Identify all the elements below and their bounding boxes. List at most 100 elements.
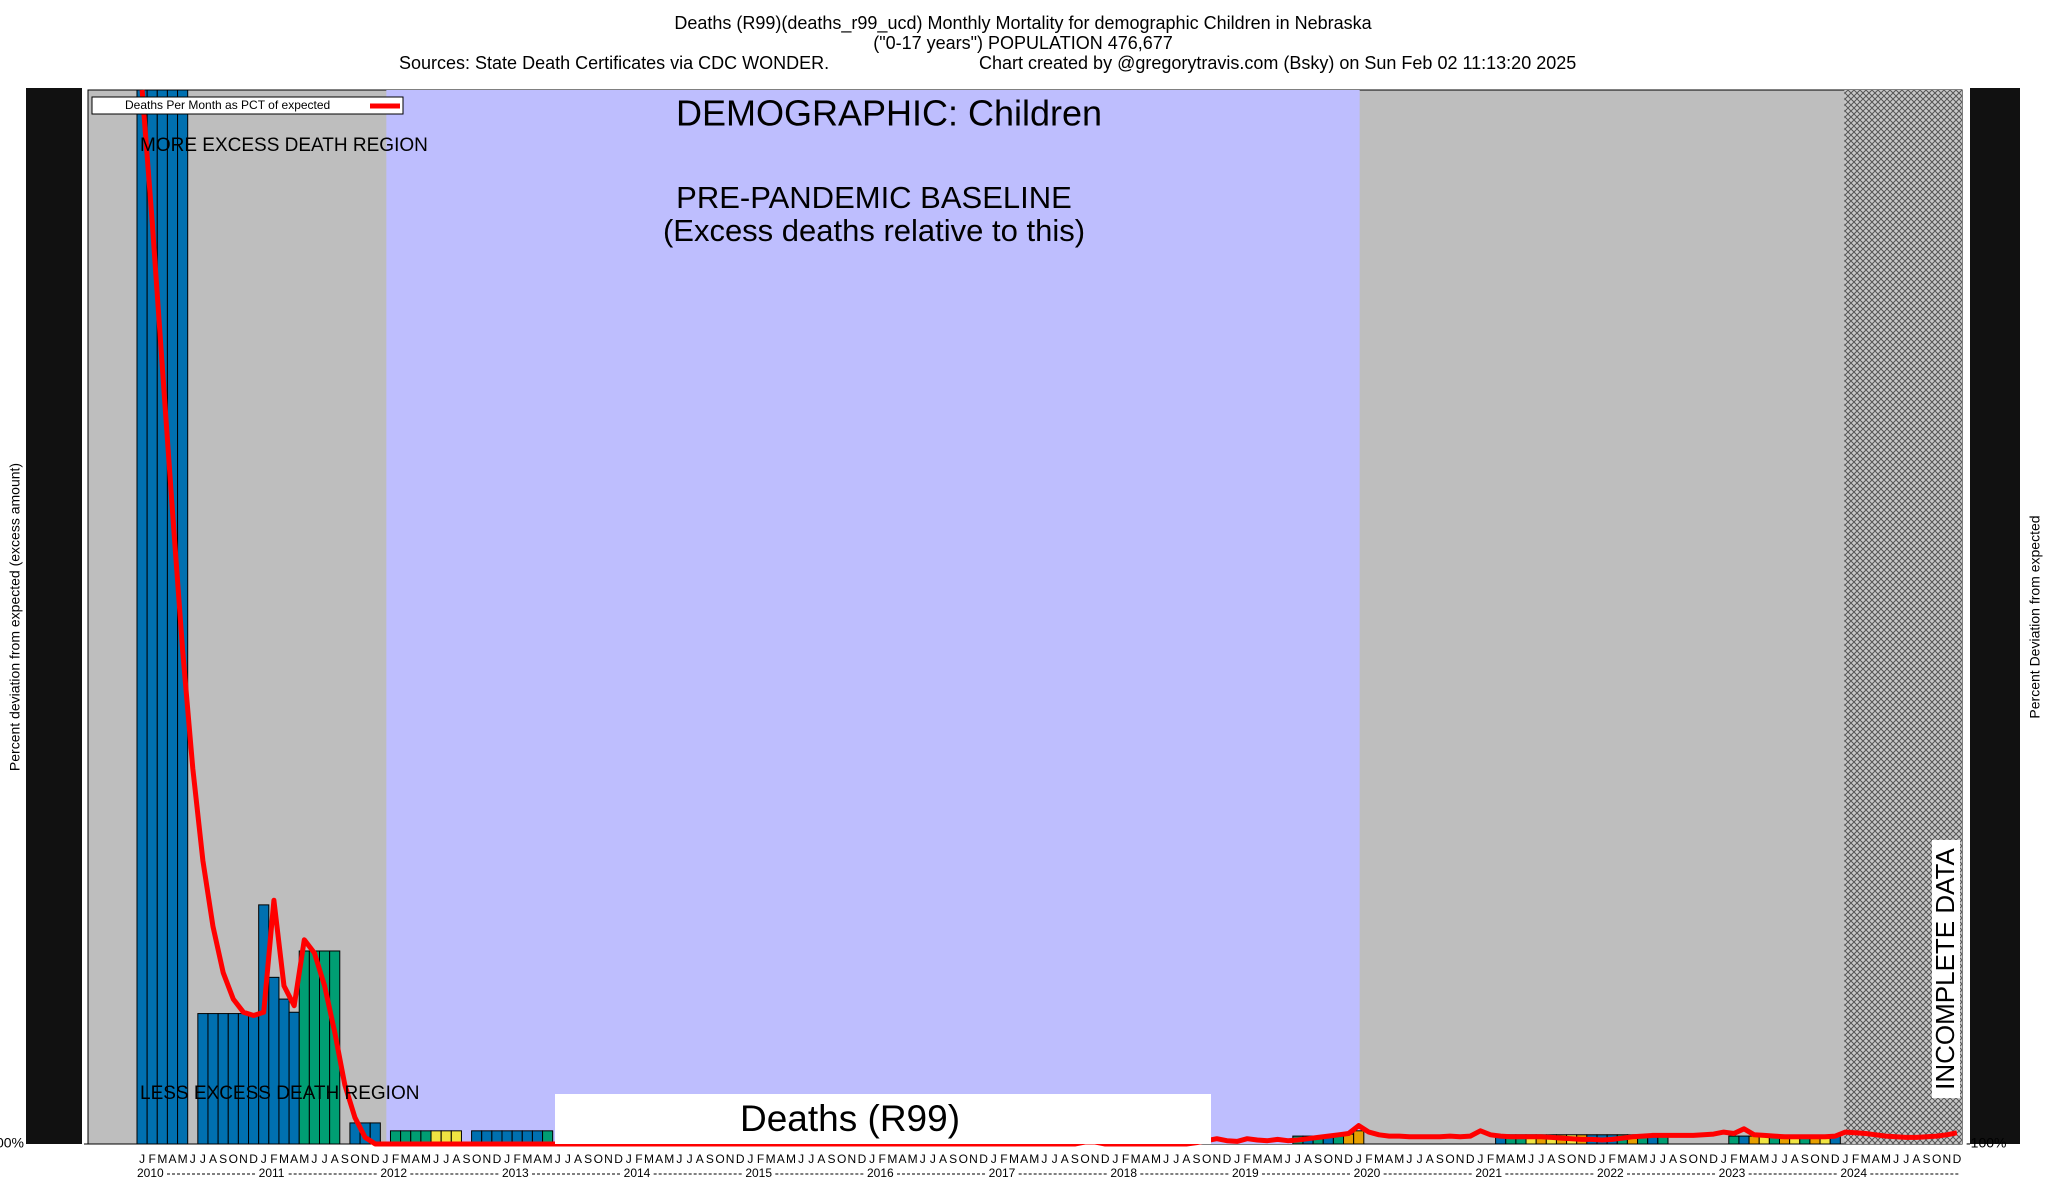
- x-tick-label: A: [1142, 1152, 1150, 1166]
- credit: Chart created by @gregorytravis.com (Bsk…: [979, 53, 1576, 73]
- year-label: 2013: [502, 1166, 529, 1180]
- x-tick-label: A: [655, 1152, 663, 1166]
- x-tick-label: F: [879, 1152, 886, 1166]
- x-tick-label: A: [1547, 1152, 1555, 1166]
- x-tick-label: J: [1163, 1152, 1169, 1166]
- year-label: 2024: [1840, 1166, 1867, 1180]
- x-tick-label: M: [1029, 1152, 1039, 1166]
- x-tick-label: F: [149, 1152, 156, 1166]
- x-tick-label: A: [777, 1152, 785, 1166]
- x-tick-label: F: [392, 1152, 399, 1166]
- x-tick-label: A: [290, 1152, 298, 1166]
- x-tick-label: F: [1730, 1152, 1737, 1166]
- x-tick-label: A: [331, 1152, 339, 1166]
- x-tick-label: D: [371, 1152, 380, 1166]
- x-tick-label: M: [1151, 1152, 1161, 1166]
- x-tick-label: J: [311, 1152, 317, 1166]
- x-tick-label: D: [1831, 1152, 1840, 1166]
- x-tick-label: A: [574, 1152, 582, 1166]
- x-tick-label: M: [543, 1152, 553, 1166]
- year-label: 2023: [1719, 1166, 1746, 1180]
- x-tick-label: J: [1721, 1152, 1727, 1166]
- y-tick-label: -100%: [0, 1135, 24, 1151]
- x-tick-label: N: [361, 1152, 370, 1166]
- x-tick-label: M: [1881, 1152, 1891, 1166]
- x-tick-label: A: [817, 1152, 825, 1166]
- x-tick-label: M: [1739, 1152, 1749, 1166]
- x-tick-label: O: [1324, 1152, 1333, 1166]
- x-tick-label: N: [969, 1152, 978, 1166]
- x-tick-label: N: [482, 1152, 491, 1166]
- y-tick-overlap: [26, 88, 82, 1144]
- x-tick-label: J: [1903, 1152, 1909, 1166]
- x-tick-label: J: [930, 1152, 936, 1166]
- annotation: (Excess deaths relative to this): [663, 213, 1085, 248]
- x-tick-label: J: [261, 1152, 267, 1166]
- x-tick-label: A: [1507, 1152, 1515, 1166]
- x-tick-label: S: [706, 1152, 714, 1166]
- x-tick-label: J: [1650, 1152, 1656, 1166]
- x-tick-label: O: [1689, 1152, 1698, 1166]
- x-tick-label: M: [644, 1152, 654, 1166]
- x-tick-label: A: [1182, 1152, 1190, 1166]
- x-tick-label: S: [1679, 1152, 1687, 1166]
- x-tick-label: M: [299, 1152, 309, 1166]
- x-tick-label: J: [200, 1152, 206, 1166]
- x-tick-label: N: [726, 1152, 735, 1166]
- x-tick-label: D: [1344, 1152, 1353, 1166]
- y2-tick-overlap: [1970, 88, 2020, 1144]
- x-tick-label: O: [1080, 1152, 1089, 1166]
- x-tick-label: J: [1041, 1152, 1047, 1166]
- x-tick-label: O: [837, 1152, 846, 1166]
- x-tick-label: J: [687, 1152, 693, 1166]
- x-tick-label: F: [270, 1152, 277, 1166]
- x-tick-label: A: [1263, 1152, 1271, 1166]
- x-tick-label: J: [1660, 1152, 1666, 1166]
- x-tick-label: S: [463, 1152, 471, 1166]
- x-tick-label: J: [504, 1152, 510, 1166]
- x-tick-label: A: [939, 1152, 947, 1166]
- x-tick-label: J: [190, 1152, 196, 1166]
- x-tick-label: D: [1223, 1152, 1232, 1166]
- x-tick-label: O: [350, 1152, 359, 1166]
- x-tick-label: A: [168, 1152, 176, 1166]
- x-tick-label: N: [1699, 1152, 1708, 1166]
- x-tick-label: M: [421, 1152, 431, 1166]
- bar: [166, 89, 179, 1145]
- x-tick-label: D: [1709, 1152, 1718, 1166]
- year-label: 2020: [1354, 1166, 1381, 1180]
- x-tick-label: J: [565, 1152, 571, 1166]
- bar: [308, 950, 321, 1145]
- x-tick-label: J: [1173, 1152, 1179, 1166]
- x-tick-label: A: [412, 1152, 420, 1166]
- x-tick-label: F: [1365, 1152, 1372, 1166]
- x-tick-label: N: [1821, 1152, 1830, 1166]
- x-tick-label: M: [1273, 1152, 1283, 1166]
- x-tick-label: S: [584, 1152, 592, 1166]
- x-tick-label: A: [1750, 1152, 1758, 1166]
- legend-label: Deaths Per Month as PCT of expected: [125, 98, 330, 112]
- bar: [268, 976, 280, 1145]
- bar: [136, 89, 148, 1145]
- x-tick-label: A: [1912, 1152, 1920, 1166]
- year-label: 2014: [624, 1166, 651, 1180]
- x-tick-label: J: [1234, 1152, 1240, 1166]
- x-tick-label: O: [1202, 1152, 1211, 1166]
- x-tick-label: A: [1872, 1152, 1880, 1166]
- x-tick-label: J: [676, 1152, 682, 1166]
- year-label: 2018: [1110, 1166, 1137, 1180]
- year-label: 2017: [989, 1166, 1016, 1180]
- x-tick-label: J: [626, 1152, 632, 1166]
- x-tick-label: M: [178, 1152, 188, 1166]
- x-tick-label: M: [157, 1152, 167, 1166]
- x-tick-label: A: [1628, 1152, 1636, 1166]
- x-tick-label: J: [1842, 1152, 1848, 1166]
- x-tick-label: N: [847, 1152, 856, 1166]
- x-tick-label: F: [1609, 1152, 1616, 1166]
- baseline-region: [386, 90, 1360, 1144]
- y2-axis-label: Percent Deviation from expected: [2027, 515, 2043, 718]
- x-tick-label: D: [736, 1152, 745, 1166]
- x-tick-label: S: [1314, 1152, 1322, 1166]
- bar: [217, 1013, 229, 1145]
